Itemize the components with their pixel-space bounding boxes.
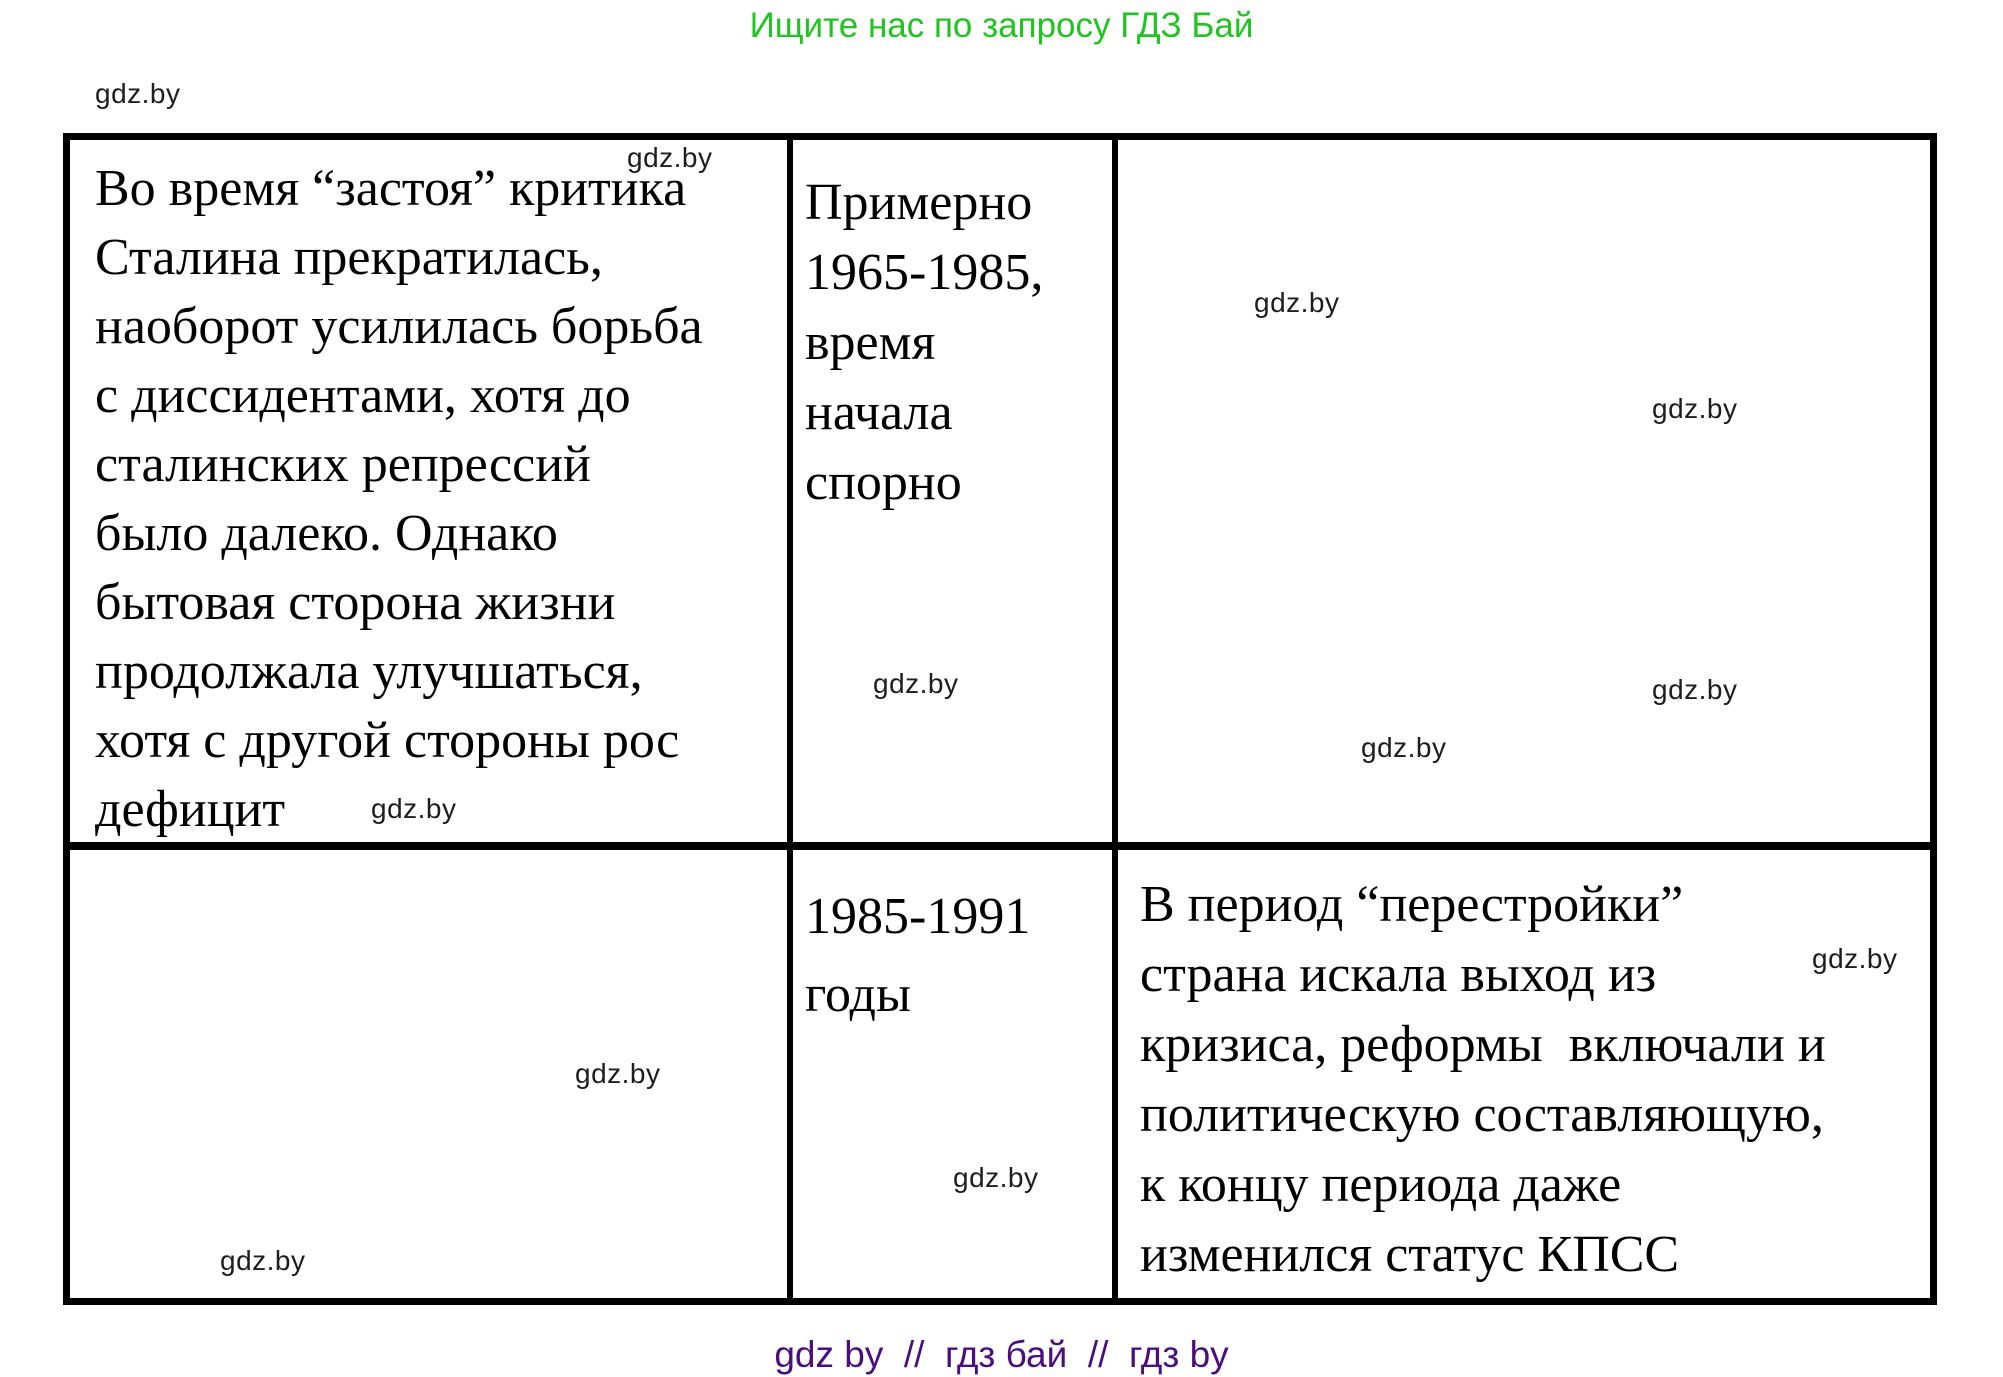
answer-table: Во время “застоя” критика Сталина прекра… (63, 133, 1937, 1305)
gdz-watermark: gdz.by (953, 1162, 1039, 1193)
gdz-watermark: gdz.by (575, 1058, 661, 1089)
gdz-watermark: gdz.by (1652, 393, 1738, 424)
gdz-watermark: gdz.by (95, 78, 181, 109)
gdz-watermark: gdz.by (1652, 674, 1738, 705)
table-cell-perestroika-period: 1985-1991 годы (793, 850, 1118, 1298)
footer-search-terms: gdz by // гдз бай // гдз by (774, 1334, 1229, 1375)
table-cell-stagnation-period: Примерно 1965-1985, время начала спорно (793, 140, 1118, 850)
table-cell-stagnation-description: Во время “застоя” критика Сталина прекра… (70, 140, 793, 850)
gdz-watermark: gdz.by (371, 793, 457, 824)
gdz-watermark: gdz.by (1254, 287, 1340, 318)
gdz-watermark: gdz.by (220, 1245, 306, 1276)
gdz-watermark: gdz.by (1812, 943, 1898, 974)
gdz-watermark: gdz.by (627, 142, 713, 173)
promo-banner-text: Ищите нас по запросу ГДЗ Бай (749, 6, 1254, 45)
table-cell-perestroika-description: В период “перестройки” страна искала вых… (1140, 876, 1826, 1283)
gdz-watermark: gdz.by (1361, 732, 1447, 763)
gdz-watermark: gdz.by (873, 668, 959, 699)
table-cell-row2-empty (70, 850, 793, 1298)
table-cell-row1-empty (1118, 140, 1930, 850)
